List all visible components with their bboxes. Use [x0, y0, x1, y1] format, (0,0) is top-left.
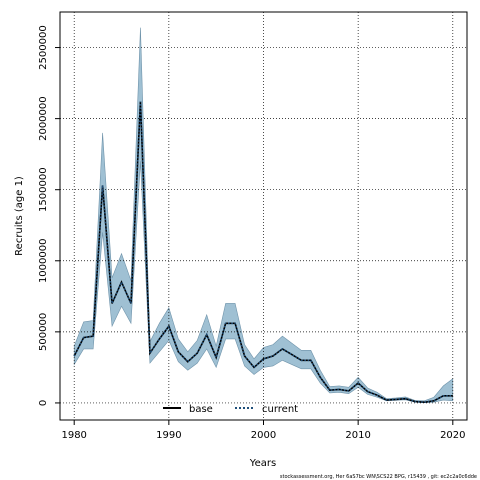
x-axis-title: Years	[249, 458, 276, 469]
x-tick-label-4: 2020	[440, 430, 465, 441]
y-tick-label-1: 500000	[38, 313, 49, 351]
y-axis-title: Recruits (age 1)	[14, 176, 25, 256]
x-tick-label-1: 1990	[156, 430, 181, 441]
legend: base current	[163, 404, 298, 415]
series-line-current	[73, 101, 453, 404]
axis-layer: 1980 1990 2000 2010 2020 0 500000 1000000 150000…	[38, 25, 466, 441]
y-tick-label-0: 0	[38, 400, 49, 406]
grid-layer	[60, 12, 467, 420]
footer-note: stockassessment.org, Her 6aS7bc WN\SCS22…	[280, 474, 477, 480]
y-tick-label-2: 1000000	[38, 239, 49, 284]
y-tick-label-5: 2500000	[38, 25, 49, 70]
x-tick-label-3: 2010	[345, 430, 370, 441]
y-tick-label-4: 2000000	[38, 96, 49, 141]
series-line-layer	[73, 101, 453, 404]
x-tick-label-0: 1980	[61, 430, 86, 441]
y-tick-label-3: 1500000	[38, 167, 49, 212]
confidence-band-layer	[73, 27, 454, 403]
x-tick-label-2: 2000	[251, 430, 276, 441]
confidence-band	[73, 27, 454, 403]
legend-label-current: current	[262, 404, 298, 415]
legend-label-base: base	[189, 404, 213, 415]
